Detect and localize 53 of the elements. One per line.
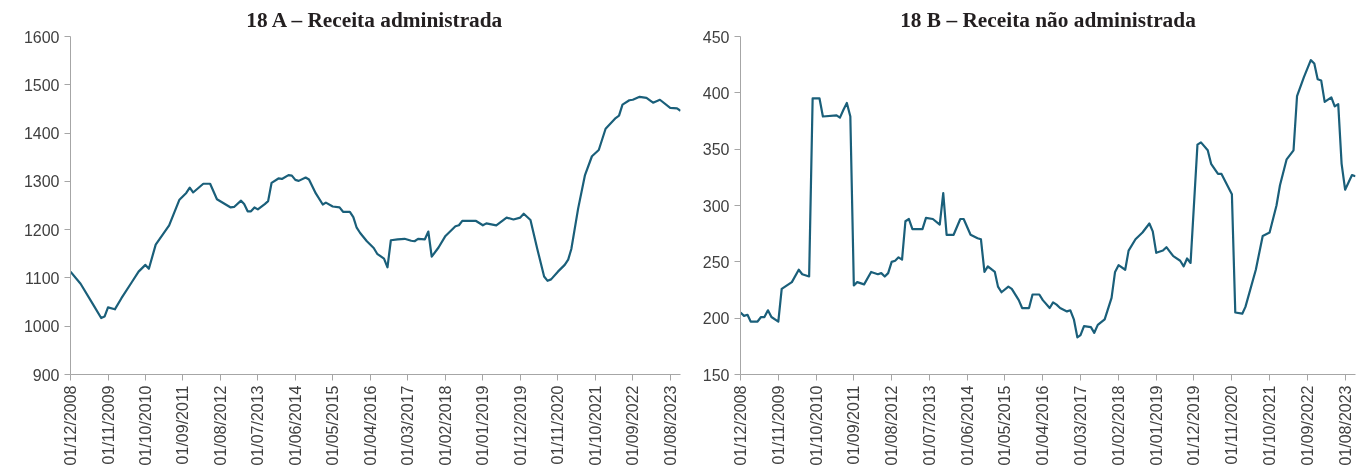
x-tick-label: 01/09/2022 bbox=[1298, 385, 1316, 466]
x-tick-label: 01/08/2012 bbox=[883, 385, 901, 466]
y-tick-label: 1400 bbox=[23, 125, 60, 143]
x-tick-label: 01/05/2015 bbox=[324, 385, 342, 466]
x-tick-label: 01/10/2010 bbox=[807, 385, 825, 466]
x-tick-label: 01/09/2011 bbox=[845, 385, 863, 465]
y-tick-label: 350 bbox=[702, 141, 730, 159]
x-tick-label: 01/07/2013 bbox=[249, 385, 267, 466]
x-tick-label: 01/02/2018 bbox=[436, 385, 454, 466]
y-tick-label: 450 bbox=[702, 28, 730, 46]
x-tick-label: 01/04/2016 bbox=[361, 385, 379, 466]
x-tick-label: 01/07/2013 bbox=[920, 385, 938, 466]
y-tick-label: 300 bbox=[702, 197, 730, 215]
x-tick-label: 01/10/2021 bbox=[586, 385, 604, 466]
x-tick-label: 01/08/2023 bbox=[661, 385, 679, 466]
y-tick-label: 150 bbox=[702, 366, 730, 384]
x-tick-label: 01/06/2014 bbox=[286, 385, 304, 466]
x-tick-label: 01/12/2019 bbox=[1185, 385, 1203, 466]
x-tick-label: 01/05/2015 bbox=[996, 385, 1014, 466]
x-tick-label: 01/01/2019 bbox=[1147, 385, 1165, 466]
chart-title: 18 B – Receita não administrada bbox=[900, 7, 1197, 32]
x-tick-label: 01/09/2022 bbox=[624, 385, 642, 466]
x-tick-label: 01/12/2008 bbox=[62, 385, 79, 466]
y-tick-label: 900 bbox=[32, 366, 60, 384]
x-tick-label: 01/01/2019 bbox=[474, 385, 492, 466]
line-series bbox=[70, 95, 681, 320]
line-series bbox=[740, 59, 1356, 339]
x-tick-label: 01/11/2020 bbox=[549, 385, 567, 465]
x-tick-label: 01/03/2017 bbox=[399, 385, 417, 466]
x-tick-label: 01/02/2018 bbox=[1110, 385, 1128, 466]
y-tick-label: 1200 bbox=[23, 221, 60, 239]
x-tick-label: 01/10/2010 bbox=[136, 385, 154, 466]
x-tick-label: 01/12/2019 bbox=[511, 385, 529, 466]
chart-title: 18 A – Receita administrada bbox=[246, 7, 503, 32]
y-tick-label: 200 bbox=[702, 310, 730, 328]
x-tick-label: 01/11/2020 bbox=[1223, 385, 1241, 465]
y-tick-label: 1600 bbox=[23, 28, 60, 46]
x-tick-label: 01/11/2009 bbox=[99, 385, 117, 465]
x-tick-label: 01/11/2009 bbox=[769, 385, 787, 465]
x-tick-label: 01/04/2016 bbox=[1034, 385, 1052, 466]
x-tick-label: 01/09/2011 bbox=[174, 385, 192, 465]
y-tick-label: 250 bbox=[702, 253, 730, 271]
y-tick-label: 1100 bbox=[25, 269, 60, 287]
x-tick-label: 01/12/2008 bbox=[732, 385, 749, 466]
x-tick-label: 01/08/2023 bbox=[1336, 385, 1354, 466]
x-tick-label: 01/06/2014 bbox=[958, 385, 976, 466]
y-tick-label: 1300 bbox=[23, 173, 60, 191]
y-tick-label: 1000 bbox=[23, 318, 60, 336]
x-tick-label: 01/08/2012 bbox=[211, 385, 229, 466]
x-tick-label: 01/03/2017 bbox=[1072, 385, 1090, 466]
y-tick-label: 400 bbox=[702, 84, 730, 102]
y-tick-label: 1500 bbox=[23, 76, 60, 94]
x-tick-label: 01/10/2021 bbox=[1261, 385, 1279, 466]
